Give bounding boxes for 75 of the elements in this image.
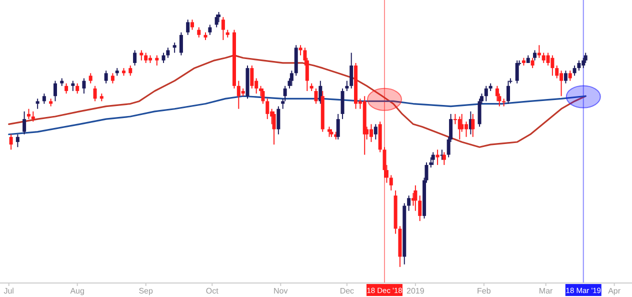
candlestick xyxy=(88,72,92,84)
candlestick xyxy=(36,98,40,110)
candlestick xyxy=(564,70,568,84)
candlestick xyxy=(350,52,354,89)
candlestick xyxy=(369,124,373,143)
candlestick xyxy=(208,24,212,36)
candlestick xyxy=(577,60,581,72)
candlestick xyxy=(76,82,80,94)
candlestick xyxy=(276,106,280,135)
candlestick xyxy=(555,65,559,79)
candlestick xyxy=(484,85,488,102)
candlestick xyxy=(93,85,97,102)
candlestick xyxy=(261,88,265,104)
x-tick-label: Sep xyxy=(138,286,154,296)
candlestick xyxy=(418,195,422,222)
candlestick xyxy=(190,19,194,30)
candlestick xyxy=(26,108,30,120)
candlestick xyxy=(407,195,411,212)
candlestick xyxy=(214,14,218,28)
candlestick xyxy=(537,44,541,58)
candlestick xyxy=(221,16,225,41)
candlestick xyxy=(179,32,183,56)
x-tick-label: Mar xyxy=(538,286,554,296)
candlestick xyxy=(9,134,13,150)
candlestick xyxy=(16,134,20,148)
candlestick xyxy=(436,149,440,166)
x-tick-label: Oct xyxy=(206,286,220,296)
candlestick xyxy=(572,65,576,76)
candlestick xyxy=(533,50,537,61)
candlestick xyxy=(314,88,318,104)
candlestick xyxy=(290,70,294,86)
x-tick-label: Nov xyxy=(274,286,288,296)
candlestick xyxy=(272,110,276,146)
candlestick xyxy=(266,98,270,120)
candlestick xyxy=(442,152,446,166)
candlestick xyxy=(71,80,75,92)
x-tick-label: Apr xyxy=(608,286,621,296)
candlestick xyxy=(104,70,108,84)
candlestick xyxy=(64,82,68,94)
candlestick xyxy=(502,98,506,107)
candlestick xyxy=(172,42,176,54)
candlestick xyxy=(530,57,534,69)
candlestick xyxy=(155,54,159,66)
candlestick xyxy=(31,110,35,122)
candlestick xyxy=(133,50,137,66)
candlestick xyxy=(110,72,114,84)
candlestick xyxy=(186,19,190,36)
x-tick-label: Jul xyxy=(4,286,14,296)
candlestick xyxy=(431,152,435,166)
candlestick xyxy=(42,93,46,104)
candlestick xyxy=(340,88,344,120)
candlestick xyxy=(250,65,254,89)
candlestick xyxy=(128,65,132,76)
x-tick-label: Aug xyxy=(70,286,84,296)
candlestick xyxy=(414,184,418,212)
candlestick xyxy=(82,78,86,94)
candlestick xyxy=(568,70,572,82)
candlestick xyxy=(546,52,550,66)
candlestick xyxy=(162,52,166,64)
candlestick xyxy=(140,50,144,61)
candlestick xyxy=(22,110,26,135)
candlestick xyxy=(374,124,378,140)
candlestick xyxy=(298,44,302,56)
candlestick xyxy=(550,54,554,76)
x-tick-label: Dec xyxy=(340,286,354,296)
candlestick xyxy=(197,26,201,38)
candlestick xyxy=(506,80,510,104)
candlestick xyxy=(471,113,475,138)
x-tick-label: Feb xyxy=(477,286,492,296)
candlestick xyxy=(144,52,148,64)
candlestick xyxy=(53,80,57,102)
candlestick xyxy=(166,47,170,58)
x-tick-label: 2019 xyxy=(406,286,425,296)
candlestick xyxy=(389,174,393,191)
candlestick xyxy=(345,80,349,92)
